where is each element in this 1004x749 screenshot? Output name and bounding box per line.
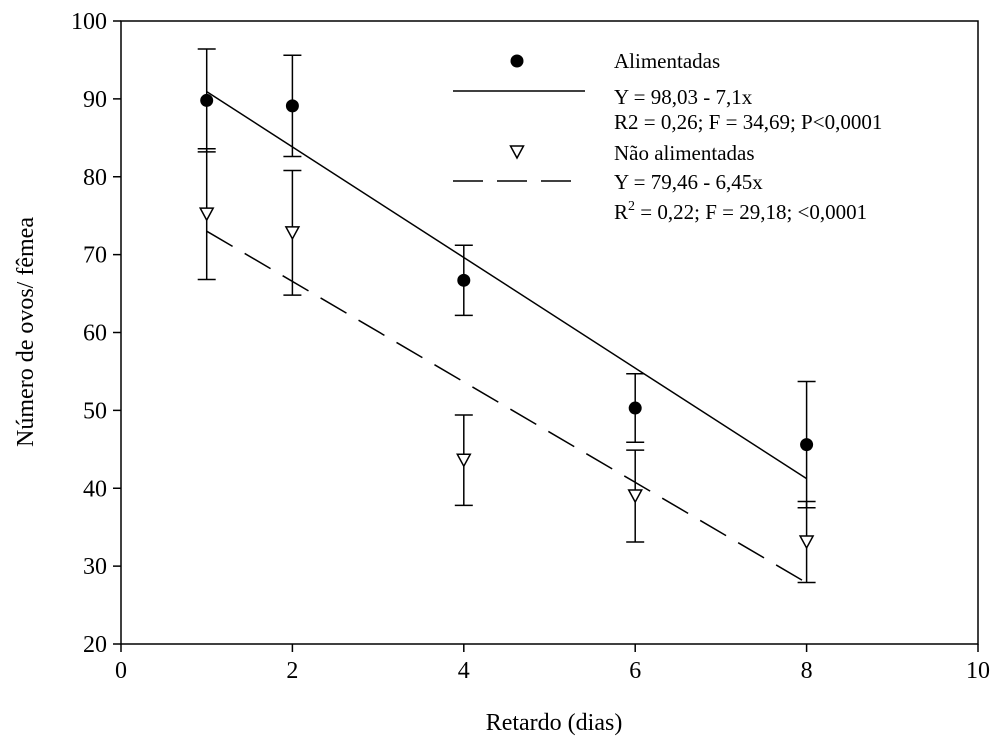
legend-stats-suffix: = 0,22; F = 29,18; <0,0001 <box>635 200 867 224</box>
x-tick-label: 10 <box>966 658 990 684</box>
x-tick-label: 0 <box>115 658 127 684</box>
x-tick-label: 4 <box>458 658 470 684</box>
x-axis-label: Retardo (dias) <box>486 710 623 736</box>
y-tick-label: 30 <box>83 554 107 580</box>
legend: Alimentadas Y = 98,03 - 7,1x R2 = 0,26; … <box>453 49 882 224</box>
y-tick-label: 40 <box>83 476 107 502</box>
x-tick-label: 6 <box>629 658 641 684</box>
data-point-alimentadas <box>200 93 214 107</box>
regression-line-alimentadas <box>206 91 808 480</box>
legend-equation-nao-alimentadas: Y = 79,46 - 6,45x <box>614 170 763 194</box>
y-axis-label: Número de ovos/ fêmea <box>13 217 39 447</box>
data-point-nao-alimentadas <box>284 226 301 241</box>
legend-stats-prefix: R <box>614 200 628 224</box>
y-tick-label: 90 <box>83 87 107 113</box>
legend-stats-nao-alimentadas: R2 = 0,22; F = 29,18; <0,0001 <box>614 199 867 224</box>
data-point-alimentadas <box>285 99 299 113</box>
legend-equation-alimentadas: Y = 98,03 - 7,1x <box>614 85 753 109</box>
data-point-nao-alimentadas <box>198 207 215 222</box>
y-tick-label: 80 <box>83 165 107 191</box>
data-point-nao-alimentadas <box>798 535 815 550</box>
y-tick-label: 70 <box>83 243 107 269</box>
x-tick-label: 8 <box>801 658 813 684</box>
data-point-alimentadas <box>457 273 471 287</box>
y-tick-label: 100 <box>71 9 107 35</box>
data-point-alimentadas <box>800 438 814 452</box>
y-tick-label: 60 <box>83 321 107 347</box>
legend-marker-nao-alimentadas <box>509 145 525 160</box>
data-point-alimentadas <box>628 401 642 415</box>
y-tick-label: 20 <box>83 632 107 658</box>
legend-marker-alimentadas <box>510 54 524 68</box>
regression-line-nao-alimentadas <box>206 230 807 584</box>
data-point-nao-alimentadas <box>456 453 472 468</box>
x-tick-label: 2 <box>286 658 298 684</box>
legend-label-alimentadas: Alimentadas <box>614 49 720 73</box>
legend-label-nao-alimentadas: Não alimentadas <box>614 141 755 165</box>
legend-stats-superscript: 2 <box>628 199 635 214</box>
plot-area <box>197 48 816 584</box>
data-point-nao-alimentadas <box>627 489 643 504</box>
legend-stats-alimentadas: R2 = 0,26; F = 34,69; P<0,0001 <box>614 110 882 134</box>
axes: 0 2 4 6 8 10 20 30 40 50 60 70 80 90 100 <box>71 9 990 684</box>
y-tick-label: 50 <box>83 398 107 424</box>
